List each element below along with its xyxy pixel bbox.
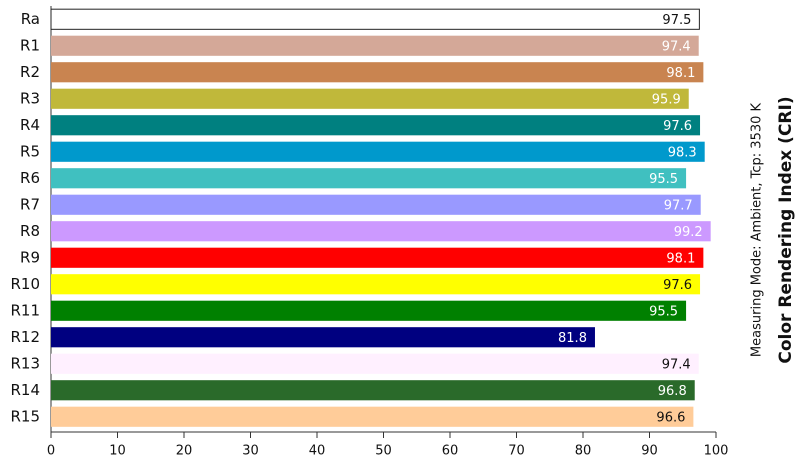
x-tick-label: 10 bbox=[109, 444, 126, 459]
x-tick-label: 70 bbox=[508, 444, 525, 459]
y-tick-label: R9 bbox=[20, 248, 40, 266]
value-label: 81.8 bbox=[558, 331, 587, 346]
value-label: 95.5 bbox=[649, 172, 678, 187]
value-label: 96.8 bbox=[658, 384, 687, 399]
y-tick-label: R8 bbox=[20, 222, 40, 240]
bar bbox=[51, 141, 705, 162]
value-label: 98.1 bbox=[666, 66, 695, 81]
value-label: 95.9 bbox=[652, 92, 681, 107]
x-tick-label: 40 bbox=[309, 444, 326, 459]
x-tick-label: 30 bbox=[242, 444, 259, 459]
y-tick-label: R13 bbox=[10, 354, 40, 372]
bar bbox=[51, 35, 699, 56]
bar bbox=[51, 327, 595, 348]
bar bbox=[51, 221, 711, 242]
y-tick-label: R12 bbox=[10, 328, 40, 346]
value-label: 99.2 bbox=[674, 225, 703, 240]
x-tick-label: 50 bbox=[375, 444, 392, 459]
bar bbox=[51, 168, 687, 189]
value-label: 97.7 bbox=[664, 198, 693, 213]
value-label: 98.1 bbox=[666, 251, 695, 266]
y-tick-label: R7 bbox=[20, 195, 40, 213]
bar bbox=[51, 406, 694, 427]
x-tick-label: 0 bbox=[47, 444, 55, 459]
y-tick-label: R11 bbox=[10, 301, 40, 319]
y-tick-label: R1 bbox=[20, 36, 40, 54]
y-tick-label: R4 bbox=[20, 116, 40, 134]
chart-subtitle: Measuring Mode: Ambient, Tcp: 3530 K bbox=[750, 102, 765, 357]
y-tick-label: R5 bbox=[20, 142, 40, 160]
value-label: 97.4 bbox=[662, 39, 691, 54]
x-tick-label: 90 bbox=[641, 444, 658, 459]
x-tick-label: 20 bbox=[176, 444, 193, 459]
y-tick-label: R14 bbox=[10, 381, 40, 399]
y-tick-label: R3 bbox=[20, 89, 40, 107]
y-tick-label: R6 bbox=[20, 169, 40, 187]
bar bbox=[51, 194, 701, 215]
bar bbox=[51, 62, 704, 83]
value-label: 96.6 bbox=[656, 410, 685, 425]
bar bbox=[51, 88, 689, 109]
x-tick-label: 60 bbox=[442, 444, 459, 459]
y-tick-label: R15 bbox=[10, 407, 40, 425]
value-label: 95.5 bbox=[649, 304, 678, 319]
value-label: 97.6 bbox=[663, 119, 692, 134]
chart-title: Color Rendering Index (CRI) bbox=[776, 96, 796, 363]
bar bbox=[51, 247, 704, 268]
x-tick-label: 100 bbox=[704, 444, 729, 459]
value-label: 98.3 bbox=[668, 145, 697, 160]
bar bbox=[51, 115, 701, 136]
x-tick-label: 80 bbox=[575, 444, 592, 459]
bar bbox=[51, 274, 701, 295]
y-tick-label: R2 bbox=[20, 63, 40, 81]
value-label: 97.5 bbox=[662, 13, 691, 28]
bar bbox=[51, 300, 687, 321]
value-label: 97.4 bbox=[662, 357, 691, 372]
bar bbox=[51, 353, 699, 374]
bar bbox=[50, 8, 700, 30]
y-tick-label: Ra bbox=[21, 10, 40, 28]
bar bbox=[51, 380, 695, 401]
value-label: 97.6 bbox=[663, 278, 692, 293]
y-tick-label: R10 bbox=[10, 275, 40, 293]
